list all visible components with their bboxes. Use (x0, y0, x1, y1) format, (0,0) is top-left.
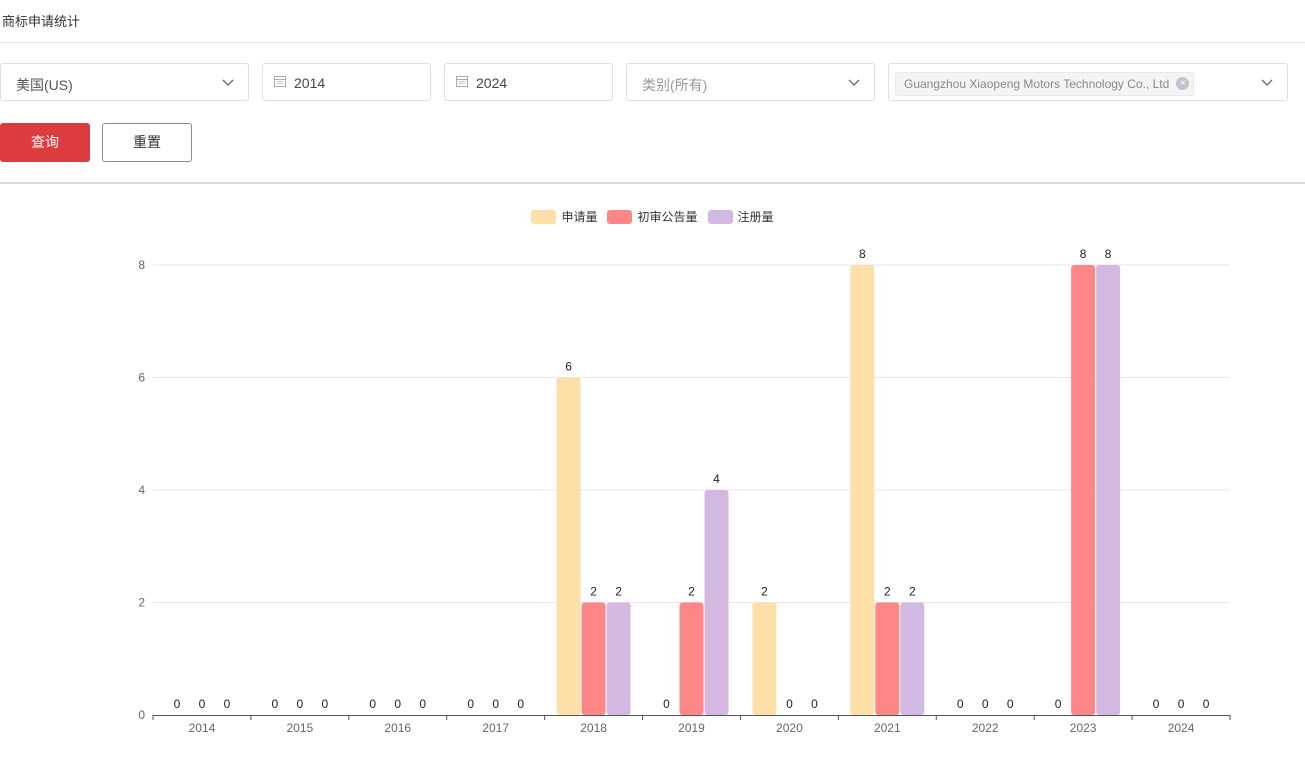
legend-swatch (707, 209, 733, 224)
x-tick-label: 2019 (678, 721, 705, 735)
bar (850, 265, 875, 715)
data-label: 8 (859, 247, 866, 261)
end-year-value: 2024 (476, 75, 508, 91)
data-label: 0 (982, 697, 989, 711)
data-label: 0 (957, 697, 964, 711)
data-label: 0 (224, 697, 231, 711)
data-label: 2 (909, 585, 916, 599)
legend-item[interactable]: 申请量 (531, 208, 597, 225)
data-label: 0 (199, 697, 206, 711)
bar (752, 602, 777, 715)
applicant-tag: Guangzhou Xiaopeng Motors Technology Co.… (895, 72, 1195, 96)
data-label: 8 (1105, 247, 1112, 261)
x-tick-label: 2017 (482, 721, 509, 735)
category-select-placeholder: 类别(所有) (642, 77, 708, 93)
x-tick-label: 2022 (972, 721, 999, 735)
x-tick-label: 2023 (1070, 721, 1097, 735)
legend-swatch (531, 209, 557, 224)
data-label: 2 (761, 585, 768, 599)
top-divider (0, 42, 1305, 43)
y-tick-label: 8 (138, 258, 145, 272)
bar (556, 377, 581, 715)
chevron-down-icon (222, 79, 234, 86)
y-tick-label: 6 (138, 371, 145, 385)
data-label: 0 (1203, 697, 1210, 711)
chart-legend: 申请量 初审公告量 注册量 (0, 208, 1305, 225)
data-label: 2 (688, 585, 695, 599)
bar (1096, 265, 1121, 715)
chevron-down-icon (848, 79, 860, 86)
legend-item[interactable]: 初审公告量 (607, 208, 698, 225)
data-label: 0 (369, 697, 376, 711)
data-label: 0 (663, 697, 670, 711)
start-year-picker[interactable]: 2014 (262, 63, 431, 101)
legend-label: 初审公告量 (637, 210, 698, 224)
y-tick-label: 2 (138, 596, 145, 610)
bar (679, 602, 704, 715)
country-select-value: 美国(US) (16, 77, 73, 93)
data-label: 0 (419, 697, 426, 711)
x-tick-label: 2024 (1168, 721, 1195, 735)
bar (581, 602, 606, 715)
bar (704, 490, 729, 715)
data-label: 8 (1080, 247, 1087, 261)
category-select[interactable]: 类别(所有) (626, 63, 875, 101)
legend-label: 注册量 (737, 210, 774, 224)
start-year-value: 2014 (294, 75, 326, 91)
legend-swatch (607, 209, 633, 224)
tag-close-icon[interactable]: × (1176, 77, 1190, 90)
reset-button[interactable]: 重置 (102, 123, 192, 162)
data-label: 0 (1178, 697, 1185, 711)
bar (875, 602, 900, 715)
x-tick-label: 2021 (874, 721, 901, 735)
data-label: 0 (272, 697, 279, 711)
data-label: 0 (297, 697, 304, 711)
end-year-picker[interactable]: 2024 (444, 63, 613, 101)
data-label: 0 (467, 697, 474, 711)
x-tick-label: 2016 (384, 721, 411, 735)
data-label: 2 (884, 585, 891, 599)
data-label: 6 (565, 360, 572, 374)
data-label: 0 (492, 697, 499, 711)
data-label: 0 (786, 697, 793, 711)
data-label: 0 (811, 697, 818, 711)
x-tick-label: 2020 (776, 721, 803, 735)
y-tick-label: 0 (138, 708, 145, 722)
legend-label: 申请量 (561, 210, 598, 224)
chevron-down-icon (1261, 79, 1273, 86)
bar (900, 602, 925, 715)
data-label: 0 (1055, 697, 1062, 711)
data-label: 0 (394, 697, 401, 711)
data-label: 0 (1007, 697, 1014, 711)
bar (606, 602, 631, 715)
data-label: 4 (713, 472, 720, 486)
bar (1071, 265, 1096, 715)
calendar-icon (456, 76, 468, 87)
data-label: 0 (322, 697, 329, 711)
data-label: 0 (517, 697, 524, 711)
country-select[interactable]: 美国(US) (0, 63, 249, 101)
bar-chart: 0 2 4 6 8 2014 0 0 0 2015 0 0 0 2016 0 0 0 2017 0 0 0 2018 6 2 2… (138, 247, 1231, 735)
data-label: 2 (590, 585, 597, 599)
data-label: 0 (174, 697, 181, 711)
applicant-select[interactable]: Guangzhou Xiaopeng Motors Technology Co.… (888, 63, 1288, 101)
x-tick-label: 2015 (287, 721, 314, 735)
applicant-tag-label: Guangzhou Xiaopeng Motors Technology Co.… (904, 77, 1170, 91)
calendar-icon (274, 76, 286, 87)
data-label: 2 (615, 585, 622, 599)
page-title: 商标申请统计 (2, 14, 81, 29)
y-tick-label: 4 (138, 483, 145, 497)
data-label: 0 (1153, 697, 1160, 711)
x-tick-label: 2018 (580, 721, 607, 735)
query-button[interactable]: 查询 (0, 123, 90, 162)
section-divider (0, 182, 1305, 184)
legend-item[interactable]: 注册量 (707, 208, 774, 225)
x-tick-label: 2014 (189, 721, 216, 735)
